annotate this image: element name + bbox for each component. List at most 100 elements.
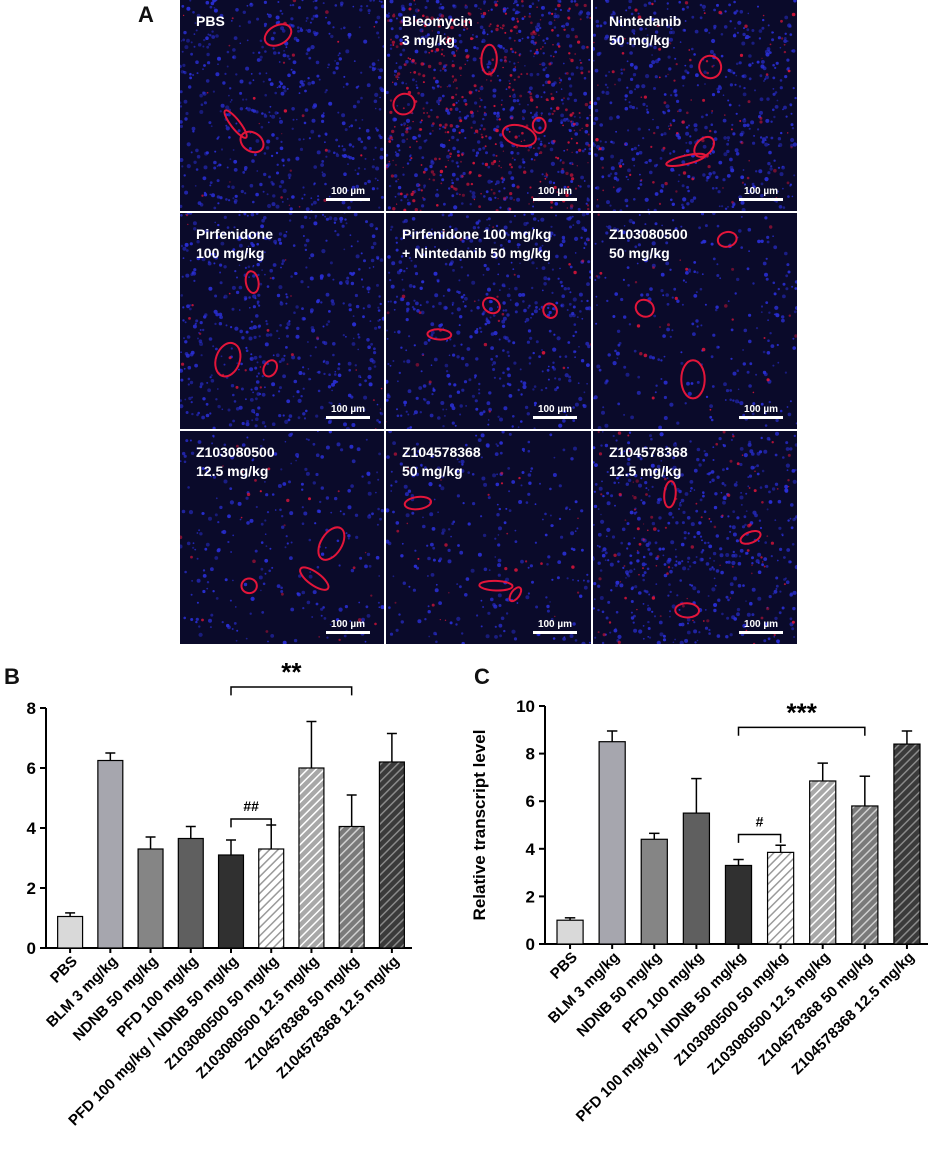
scale-bar-label: 100 µm [537,619,573,630]
scale-bar-line [533,416,577,419]
micrograph-image [593,213,797,429]
bar [298,767,325,949]
panel-b-letter: B [4,664,20,689]
micrograph-tile: Pirfenidone 100 mg/kg 100 µm [180,213,384,429]
significance-label: *** [786,697,817,727]
y-tick-label: 4 [526,840,536,859]
scale-bar-label: 100 µm [537,404,573,415]
panel-c-letter: C [474,664,490,689]
micrograph-tile: Z103080500 50 mg/kg 100 µm [593,213,797,429]
y-tick-label: 0 [526,935,535,954]
micrograph-tile: Bleomycin 3 mg/kg 100 µm [386,0,591,211]
y-axis-label: Relative transcript level [470,730,489,921]
micrograph-tile: Z104578368 50 mg/kg 100 µm [386,431,591,644]
bar [177,837,204,949]
scale-bar-line [326,416,370,419]
scale-bar-label: 100 µm [743,619,779,630]
scale-bar: 100 µm [326,619,370,634]
micrograph-tile: PBS 100 µm [180,0,384,211]
significance-label: # [756,814,764,830]
scale-bar-line [739,198,783,201]
y-tick-label: 10 [516,697,535,716]
scale-bar-line [533,631,577,634]
micrograph-tile: Z103080500 12.5 mg/kg 100 µm [180,431,384,644]
scale-bar: 100 µm [533,186,577,201]
scale-bar: 100 µm [533,404,577,419]
scale-bar-line [326,198,370,201]
y-tick-label: 8 [27,699,36,718]
micrograph-label: Z104578368 50 mg/kg [402,444,481,479]
scale-bar-line [326,631,370,634]
y-tick-label: 4 [27,819,37,838]
bar [258,848,285,949]
bar [378,761,405,949]
y-tick-label: 6 [27,759,36,778]
significance-label: ** [281,657,302,687]
micrograph-grid: PBS 100 µm Bleomycin 3 mg/kg 100 µm Nintedan… [180,0,797,644]
y-tick-label: 2 [27,879,36,898]
scale-bar: 100 µm [739,186,783,201]
micrograph-tile: Pirfenidone 100 mg/kg + Nintedanib 50 mg… [386,213,591,429]
micrograph-label: Pirfenidone 100 mg/kg + Nintedanib 50 mg… [402,226,552,261]
scale-bar-label: 100 µm [330,619,366,630]
micrograph-label: PBS [196,13,225,29]
scale-bar: 100 µm [326,186,370,201]
micrograph-label: Pirfenidone 100 mg/kg [196,226,274,261]
significance-bracket [737,833,782,843]
x-tick-label: PBS [47,953,81,987]
micrograph-label: Bleomycin 3 mg/kg [402,13,473,48]
scale-bar: 100 µm [739,619,783,634]
micrograph-image [180,213,384,429]
scale-bar: 100 µm [533,619,577,634]
scale-bar-label: 100 µm [330,186,366,197]
bar [640,838,668,945]
micrograph-image [386,431,591,644]
scale-bar-line [739,416,783,419]
significance-label: ## [243,798,259,814]
bar [893,743,921,945]
scale-bar-label: 100 µm [743,186,779,197]
scale-bar-label: 100 µm [743,404,779,415]
micrograph-label: Z104578368 12.5 mg/kg [609,444,688,479]
micrograph-image [180,431,384,644]
micrograph-image [593,0,797,211]
significance-bracket [737,726,866,736]
scale-bar-label: 100 µm [537,186,573,197]
bar [809,780,837,945]
y-tick-label: 6 [526,792,535,811]
bar [57,915,84,949]
micrograph-image [593,431,797,644]
x-tick-label: PBS [547,949,581,983]
bar [217,854,245,949]
scale-bar-label: 100 µm [330,404,366,415]
bar [137,848,164,949]
bar [682,812,711,945]
significance-bracket [230,686,353,696]
y-tick-label: 2 [526,887,535,906]
micrograph-label: Nintedanib 50 mg/kg [609,13,682,48]
micrograph-tile: Z104578368 12.5 mg/kg 100 µm [593,431,797,644]
scale-bar-line [533,198,577,201]
bar [766,851,795,945]
bar [556,919,584,945]
micrograph-image [180,0,384,211]
bar [338,825,365,949]
bar [598,741,626,945]
micrograph-tile: Nintedanib 50 mg/kg 100 µm [593,0,797,211]
bar [851,805,879,945]
micrograph-image [386,213,591,429]
bar [724,864,753,945]
panel-a-letter: A [138,2,154,27]
micrograph-label: Z103080500 12.5 mg/kg [196,444,275,479]
y-tick-label: 0 [27,939,36,958]
y-tick-label: 8 [526,745,535,764]
micrograph-image [386,0,591,211]
scale-bar: 100 µm [739,404,783,419]
scale-bar: 100 µm [326,404,370,419]
bar [97,759,124,949]
significance-bracket [230,818,272,828]
scale-bar-line [739,631,783,634]
micrograph-label: Z103080500 50 mg/kg [609,226,688,261]
